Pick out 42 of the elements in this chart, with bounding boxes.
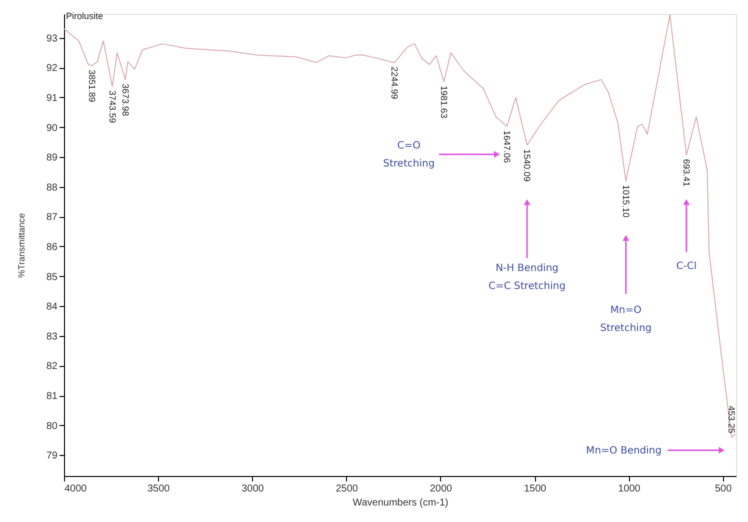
x-tick-label: 2500 bbox=[336, 484, 358, 494]
annotation: C=O Stretching bbox=[383, 140, 435, 170]
y-tick-label: 85 bbox=[46, 272, 58, 283]
x-tick-label: 1500 bbox=[524, 484, 547, 494]
annotation: 1540.09 bbox=[522, 149, 532, 182]
line-series bbox=[64, 14, 736, 438]
x-axis-title: Wavenumbers (cm-1) bbox=[352, 498, 448, 508]
y-tick-label: 80 bbox=[46, 420, 58, 432]
y-tick-label: 86 bbox=[46, 242, 58, 253]
y-tick-label: 92 bbox=[46, 63, 58, 74]
x-tick-label: 500 bbox=[714, 484, 732, 494]
annotation: 1647.06 bbox=[502, 130, 512, 163]
annotation: 3743.59 bbox=[107, 90, 118, 123]
y-tick-label: 93 bbox=[46, 33, 58, 44]
y-tick-label: 88 bbox=[46, 182, 58, 194]
y-tick-label: 81 bbox=[46, 391, 58, 402]
y-tick-label: 89 bbox=[46, 152, 58, 164]
y-tick-label: 87 bbox=[46, 212, 58, 224]
x-tick-label: 3000 bbox=[242, 484, 264, 494]
annotation: 3851.89 bbox=[86, 70, 97, 102]
y-tick-label: 84 bbox=[46, 302, 58, 313]
annotation: 1981.63 bbox=[438, 86, 449, 118]
y-tick-label: 91 bbox=[46, 92, 58, 104]
x-tick-label: 1000 bbox=[618, 484, 641, 494]
x-tick-label: 4000 bbox=[64, 484, 88, 494]
annotation: Mn=O Bending bbox=[586, 445, 662, 456]
y-tick-label: 90 bbox=[46, 122, 58, 134]
annotation: 3673.98 bbox=[120, 84, 130, 116]
y-tick-label: 79 bbox=[46, 450, 58, 462]
y-tick-label: 83 bbox=[46, 331, 58, 342]
annotation: N-H Bending C=C Stretching bbox=[488, 263, 566, 292]
x-tick-label: 3500 bbox=[147, 484, 170, 494]
chart-title: Pirolusite bbox=[66, 11, 104, 21]
annotation: 2244.99 bbox=[389, 66, 400, 100]
y-axis-title: %Transmittance bbox=[16, 213, 26, 278]
annotation: Mn=O Stretching bbox=[600, 304, 652, 334]
annotation: 1015.10 bbox=[620, 184, 631, 218]
annotation: C-Cl bbox=[676, 260, 697, 272]
y-tick-label: 82 bbox=[46, 361, 58, 372]
annotation: 453.25 bbox=[726, 406, 737, 434]
annotation: 693.41 bbox=[681, 158, 692, 187]
x-tick-label: 2000 bbox=[430, 484, 453, 494]
